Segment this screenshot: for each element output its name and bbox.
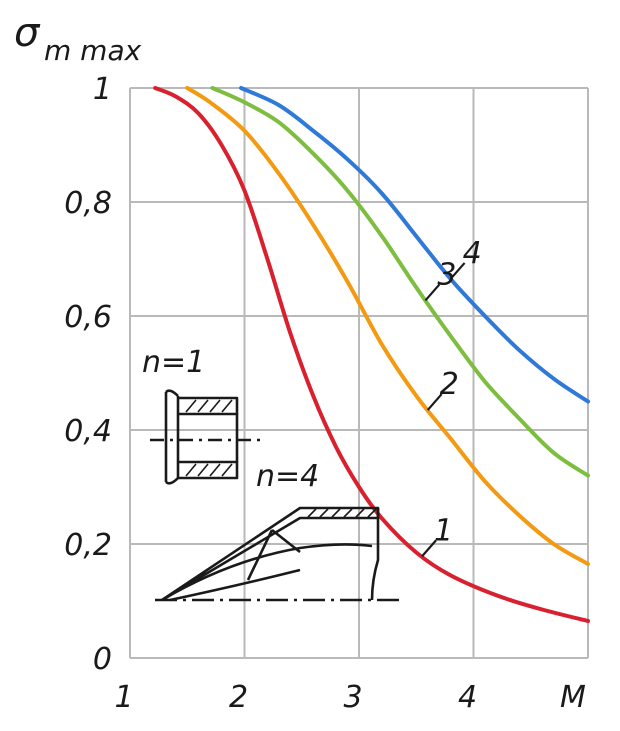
x-tick-label: 2 (229, 680, 248, 715)
series-line-1 (153, 86, 590, 623)
series-label-1: 1 (434, 513, 453, 548)
series-line-4 (239, 86, 590, 404)
series-leader-1 (421, 539, 437, 558)
x-axis-label: M (560, 680, 586, 715)
annotation-n1: n=1 (142, 345, 205, 380)
y-tick-label: 0,8 (64, 186, 112, 221)
y-tick-label: 0,2 (64, 528, 112, 563)
annotation-n4: n=4 (256, 459, 319, 494)
series-leader-3 (424, 283, 441, 302)
chart-title: σ (14, 10, 41, 56)
inset-n1-drawing: n=1 (142, 345, 262, 485)
series-label-4: 4 (463, 236, 482, 271)
series-label-3: 3 (437, 257, 456, 292)
series-group (153, 86, 590, 623)
x-tick-label: 4 (458, 680, 477, 715)
y-tick-label: 1 (93, 72, 112, 107)
x-tick-label: 3 (343, 680, 362, 715)
x-tick-label: 1 (114, 680, 133, 715)
series-line-3 (210, 86, 590, 478)
series-leader-2 (426, 393, 443, 411)
series-label-2: 2 (440, 367, 459, 402)
y-tick-label: 0,6 (64, 300, 112, 335)
chart-title-subscript: m max (44, 34, 142, 67)
y-tick-label: 0 (93, 642, 112, 677)
inset-n4-drawing: n=4 (155, 459, 400, 602)
series-leader-4 (449, 262, 466, 280)
grid (129, 87, 589, 659)
y-tick-label: 0,4 (64, 414, 112, 449)
series-line-2 (185, 86, 590, 566)
